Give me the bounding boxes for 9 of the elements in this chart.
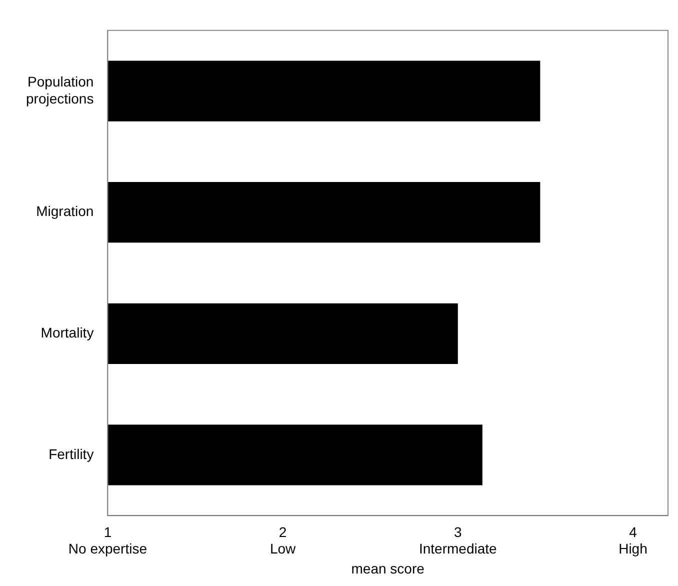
y-tick-label: Fertility (48, 446, 94, 462)
y-tick-label: Mortality (40, 324, 94, 341)
x-tick-label: 2 Low (270, 524, 297, 557)
x-tick-label: 4 High (618, 524, 648, 557)
y-tick-label: Migration (36, 203, 94, 220)
y-tick-label: Population projections (26, 74, 94, 106)
x-tick-label: 3 Intermediate (418, 524, 498, 557)
x-axis-title: mean score (351, 560, 425, 576)
x-tick-label: 1 No expertise (68, 524, 148, 557)
